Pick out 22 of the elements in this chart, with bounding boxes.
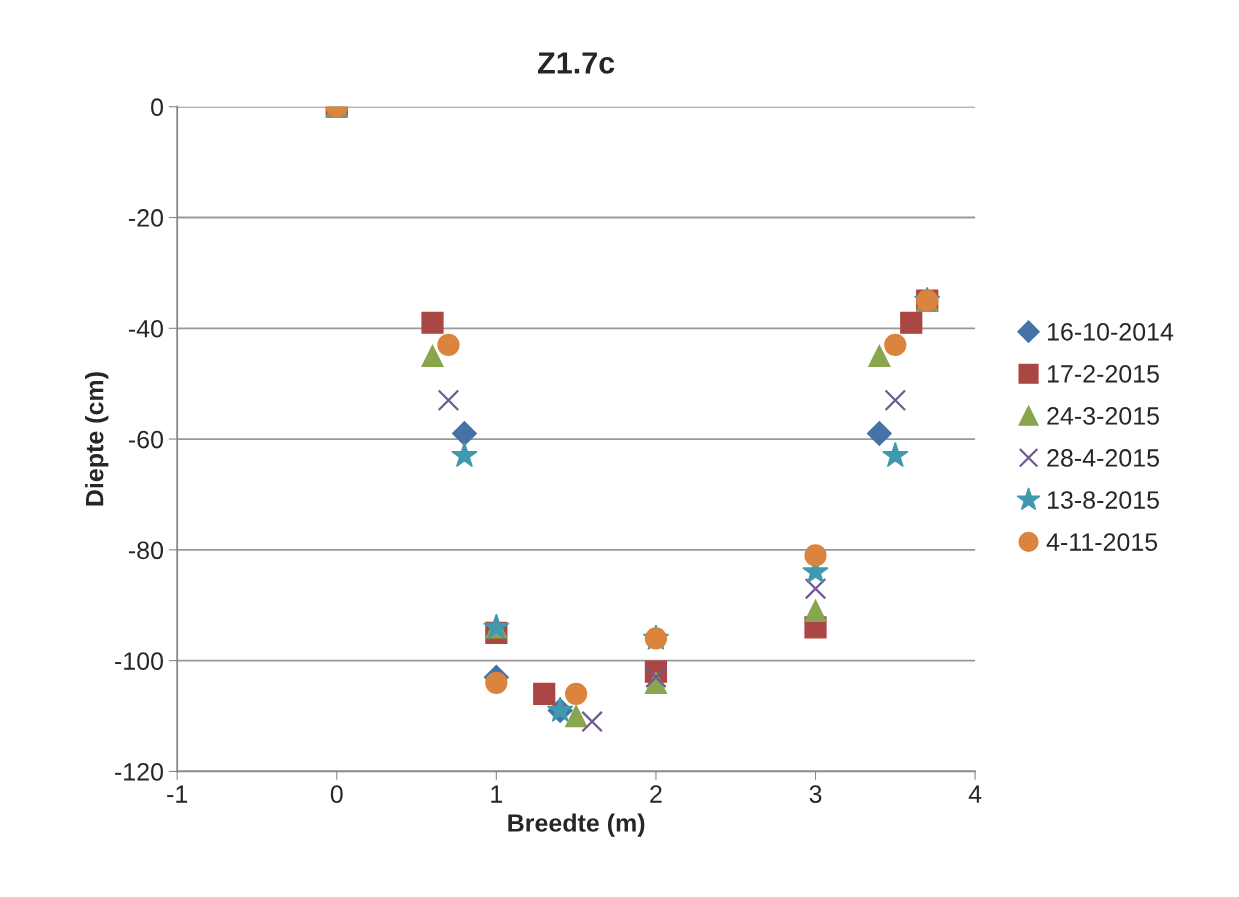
x-tick-label: -1 [167,785,188,803]
y-tick-label: -100 [115,652,164,670]
x-tick-label: 2 [650,785,662,803]
y-tick-label: -60 [128,430,164,449]
legend-label: 28-4-2015 [1047,449,1159,467]
x-tick-label: 0 [330,785,343,803]
legend-label: 16-10-2014 [1047,322,1174,341]
y-tick-label: -20 [128,209,164,227]
y-tick-label: -120 [115,763,164,781]
chart-title: Z1.7c [537,52,615,74]
y-tick-label: 0 [151,98,164,117]
legend-label: 17-2-2015 [1047,365,1159,383]
legend-label: 24-3-2015 [1047,407,1159,425]
x-tick-label: 4 [968,785,982,803]
x-tick-label: 3 [809,785,822,803]
x-tick-label: 1 [491,785,503,803]
y-tick-label: -40 [128,319,164,338]
x-axis-title: Breedte (m) [508,813,645,837]
legend-label: 13-8-2015 [1047,491,1159,509]
y-tick-label: -80 [128,541,164,560]
legend-label: 4-11-2015 [1046,533,1158,551]
y-axis-title: Diepte (cm) [85,372,109,506]
